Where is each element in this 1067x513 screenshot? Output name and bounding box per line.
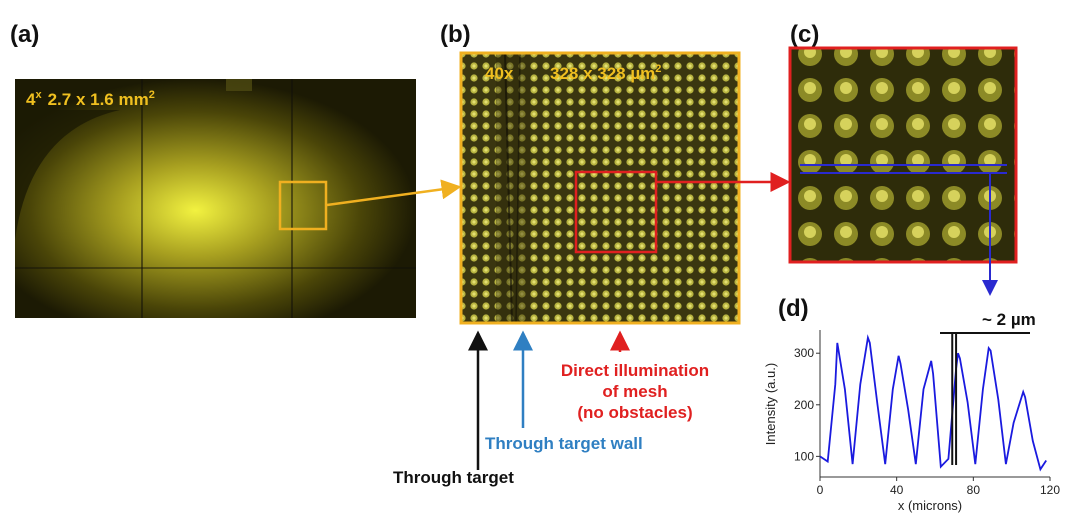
direct-illumination-line-3: (no obstacles) <box>577 403 692 422</box>
panel-b-magnification: 40x <box>485 64 514 83</box>
panel-b-field-label: 328 x 328 µm2 <box>550 63 661 83</box>
through-target-label: Through target <box>393 468 514 487</box>
panel-b-frame <box>459 51 741 325</box>
panel-a-label: (a) <box>10 21 39 48</box>
panel-c-label: (c) <box>790 21 819 48</box>
panel-a-magnification: 4 <box>26 90 36 109</box>
x-tick-label: 40 <box>890 483 904 497</box>
direct-illumination-line-2: of mesh <box>602 382 667 401</box>
panel-a-field-size: 2.7 x 1.6 mm <box>48 90 149 109</box>
chart-xlabel: x (microns) <box>898 498 962 513</box>
panel-b-image: 40x 328 x 328 µm2 <box>459 51 741 325</box>
panel-b-field-power: 2 <box>655 63 661 75</box>
panel-d-chart: 0 40 80 120 100 200 300 x (microns) Intensity… <box>763 310 1060 513</box>
through-target-wall-label: Through target wall <box>485 434 643 453</box>
panel-b-zoom-box <box>574 170 658 254</box>
chart-ylabel: Intensity (a.u.) <box>763 363 778 445</box>
panel-b-field-size: 328 x 328 µm <box>550 64 655 83</box>
panel-a-zoom-box <box>278 180 328 231</box>
y-tick-label: 100 <box>794 449 814 463</box>
spacing-annotation: ~ 2 µm <box>982 310 1036 329</box>
arrow-a-to-b <box>326 179 462 207</box>
panel-a-mag-suffix: x <box>35 89 42 101</box>
panel-c-frame <box>788 46 1018 264</box>
panel-b-label: (b) <box>440 21 471 48</box>
panel-a-field-label: 4x 2.7 x 1.6 mm2 <box>26 89 155 109</box>
panel-d-label: (d) <box>778 295 809 322</box>
y-tick-label: 200 <box>794 398 814 412</box>
y-tick-label: 300 <box>794 346 814 360</box>
panel-a-image: 4x 2.7 x 1.6 mm2 <box>15 79 416 318</box>
panel-c-image <box>788 46 1018 264</box>
x-tick-label: 120 <box>1040 483 1060 497</box>
direct-illumination-line-1: Direct illumination <box>561 361 709 380</box>
x-tick-label: 0 <box>817 483 824 497</box>
chart-series-line <box>819 334 1047 472</box>
panel-a-field-power: 2 <box>149 89 155 101</box>
x-tick-label: 80 <box>967 483 981 497</box>
